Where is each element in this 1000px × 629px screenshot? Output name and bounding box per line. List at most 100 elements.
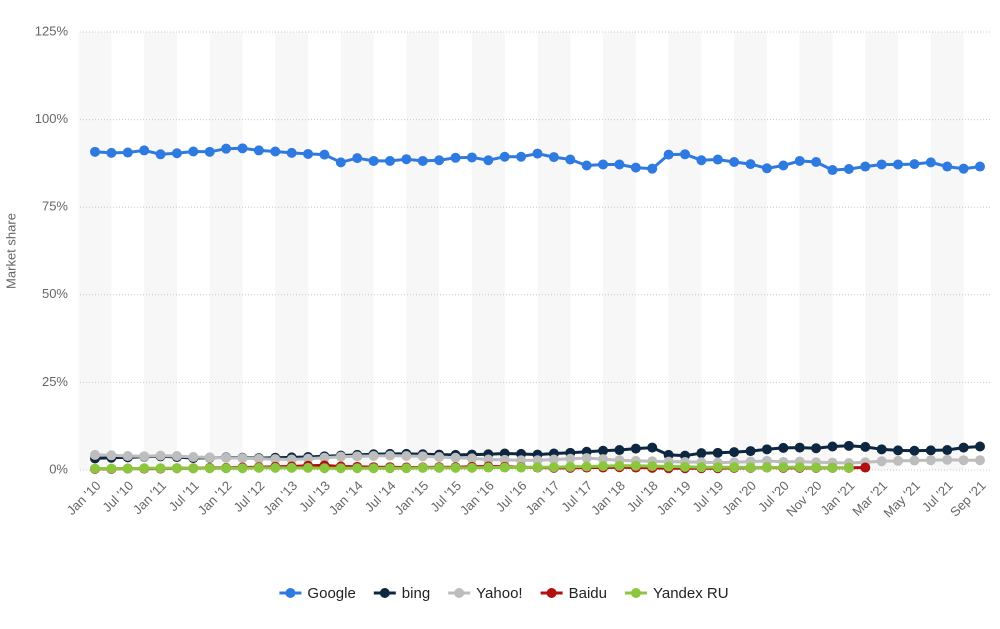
x-tick-label: Jan '12: [195, 478, 235, 518]
point: [221, 143, 232, 154]
point: [942, 445, 953, 456]
column-band: [668, 32, 702, 470]
x-tick-label: Jan '11: [130, 478, 169, 517]
point: [843, 164, 854, 175]
point: [827, 165, 838, 176]
column-band: [471, 32, 505, 470]
point: [532, 455, 543, 466]
point: [204, 463, 215, 474]
point: [827, 462, 838, 473]
point: [221, 452, 232, 463]
point: [909, 445, 920, 456]
point: [466, 462, 477, 473]
point: [598, 445, 609, 456]
point: [401, 463, 412, 474]
point: [565, 461, 576, 472]
column-band: [734, 32, 767, 470]
point: [499, 454, 510, 465]
point: [598, 159, 609, 170]
point: [516, 455, 527, 466]
point: [434, 155, 445, 166]
point: [761, 163, 772, 174]
point: [204, 146, 215, 157]
point: [106, 147, 117, 158]
point: [106, 450, 117, 461]
point: [155, 149, 166, 160]
point: [925, 445, 936, 456]
series: [90, 143, 985, 176]
point: [286, 462, 297, 473]
point: [778, 462, 789, 473]
point: [811, 156, 822, 167]
y-axis-label: Market share: [3, 213, 18, 289]
legend-label: Google: [307, 585, 355, 602]
point: [122, 450, 133, 461]
point: [729, 156, 740, 167]
point: [368, 450, 379, 461]
point: [122, 147, 133, 158]
y-tick-label: 75%: [42, 199, 68, 214]
point: [483, 155, 494, 166]
column-band: [537, 32, 571, 470]
point: [745, 159, 756, 170]
legend-label: bing: [402, 585, 430, 602]
point: [811, 462, 822, 473]
x-tick-label: Jan '15: [391, 478, 431, 518]
column-band: [275, 32, 309, 470]
point: [761, 462, 772, 473]
point: [450, 462, 461, 473]
x-tick-label: Sep '21: [947, 478, 988, 519]
point: [614, 445, 625, 456]
point: [237, 463, 248, 474]
point: [548, 454, 559, 465]
point: [286, 147, 297, 158]
point: [647, 163, 658, 174]
point: [794, 442, 805, 453]
legend-swatch: [630, 588, 641, 598]
x-tick-label: Jan '16: [457, 478, 497, 518]
y-tick-label: 50%: [42, 286, 68, 301]
point: [352, 451, 363, 462]
point: [942, 161, 953, 172]
x-tick-label: May '21: [880, 478, 923, 521]
series: [90, 449, 985, 468]
point: [106, 463, 117, 474]
point: [139, 463, 150, 474]
point: [368, 463, 379, 474]
point: [303, 148, 314, 159]
point: [630, 162, 641, 173]
point: [155, 463, 166, 474]
point: [876, 444, 887, 455]
point: [647, 442, 658, 453]
point: [581, 160, 592, 171]
point: [401, 450, 412, 461]
legend-label: Yahoo!: [476, 585, 522, 602]
column-band: [603, 32, 636, 470]
point: [663, 149, 674, 160]
x-tick-label: Jan '19: [654, 478, 694, 518]
point: [122, 463, 133, 474]
point: [712, 447, 723, 458]
point: [466, 152, 477, 163]
x-tick-label: Jan '18: [588, 478, 628, 518]
point: [876, 159, 887, 170]
point: [975, 161, 985, 172]
point: [778, 160, 789, 171]
point: [385, 450, 395, 461]
point: [942, 454, 953, 465]
point: [253, 462, 264, 473]
legend-item: Baidu: [540, 585, 607, 602]
point: [385, 155, 395, 166]
point: [958, 455, 969, 466]
point: [335, 463, 346, 474]
point: [499, 151, 510, 162]
legend-swatch: [546, 588, 557, 598]
point: [958, 442, 969, 453]
legend: Google bing Yahoo! Baidu Yandex RU: [279, 585, 729, 602]
point: [483, 454, 494, 465]
legend-item: Yahoo!: [448, 585, 523, 602]
point: [303, 453, 314, 464]
column-band: [799, 32, 833, 470]
point: [188, 146, 199, 157]
